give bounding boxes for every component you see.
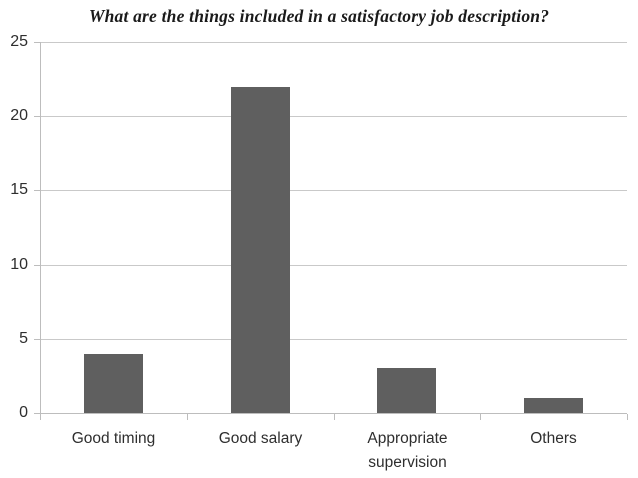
y-axis-tick: [34, 265, 40, 266]
x-axis-tick: [187, 414, 188, 420]
y-axis-tick-label: 20: [10, 107, 28, 124]
x-axis-category-label: Appropriate supervision: [367, 430, 448, 471]
y-axis-tick-label: 25: [10, 33, 28, 50]
x-axis-category-label: Others: [530, 430, 577, 447]
bar-others: [524, 398, 583, 413]
gridline: [40, 42, 627, 43]
gridline: [40, 190, 627, 191]
y-axis-tick: [34, 413, 40, 414]
y-axis-tick-label: 10: [10, 256, 28, 273]
gridline: [40, 116, 627, 117]
y-axis-tick: [34, 339, 40, 340]
bar-good-salary: [231, 87, 290, 413]
x-axis-tick: [627, 414, 628, 420]
x-axis-tick: [40, 414, 41, 420]
y-axis-tick: [34, 42, 40, 43]
x-axis-category-label: Good salary: [218, 430, 303, 447]
chart-title: What are the things included in a satisf…: [88, 6, 550, 26]
x-axis-tick: [334, 414, 335, 420]
gridline: [40, 339, 627, 340]
y-axis-tick: [34, 190, 40, 191]
bar-appropriate-supervision: [377, 368, 436, 413]
x-axis-tick: [480, 414, 481, 420]
y-axis-line: [40, 42, 41, 413]
y-axis-tick-label: 0: [19, 404, 28, 421]
x-axis-category-label: Good timing: [71, 430, 156, 447]
y-axis-tick-label: 5: [19, 330, 28, 347]
y-axis-tick: [34, 116, 40, 117]
gridline: [40, 265, 627, 266]
bar-good-timing: [84, 354, 143, 413]
x-axis-line: [40, 413, 627, 414]
y-axis-tick-label: 15: [10, 181, 28, 198]
